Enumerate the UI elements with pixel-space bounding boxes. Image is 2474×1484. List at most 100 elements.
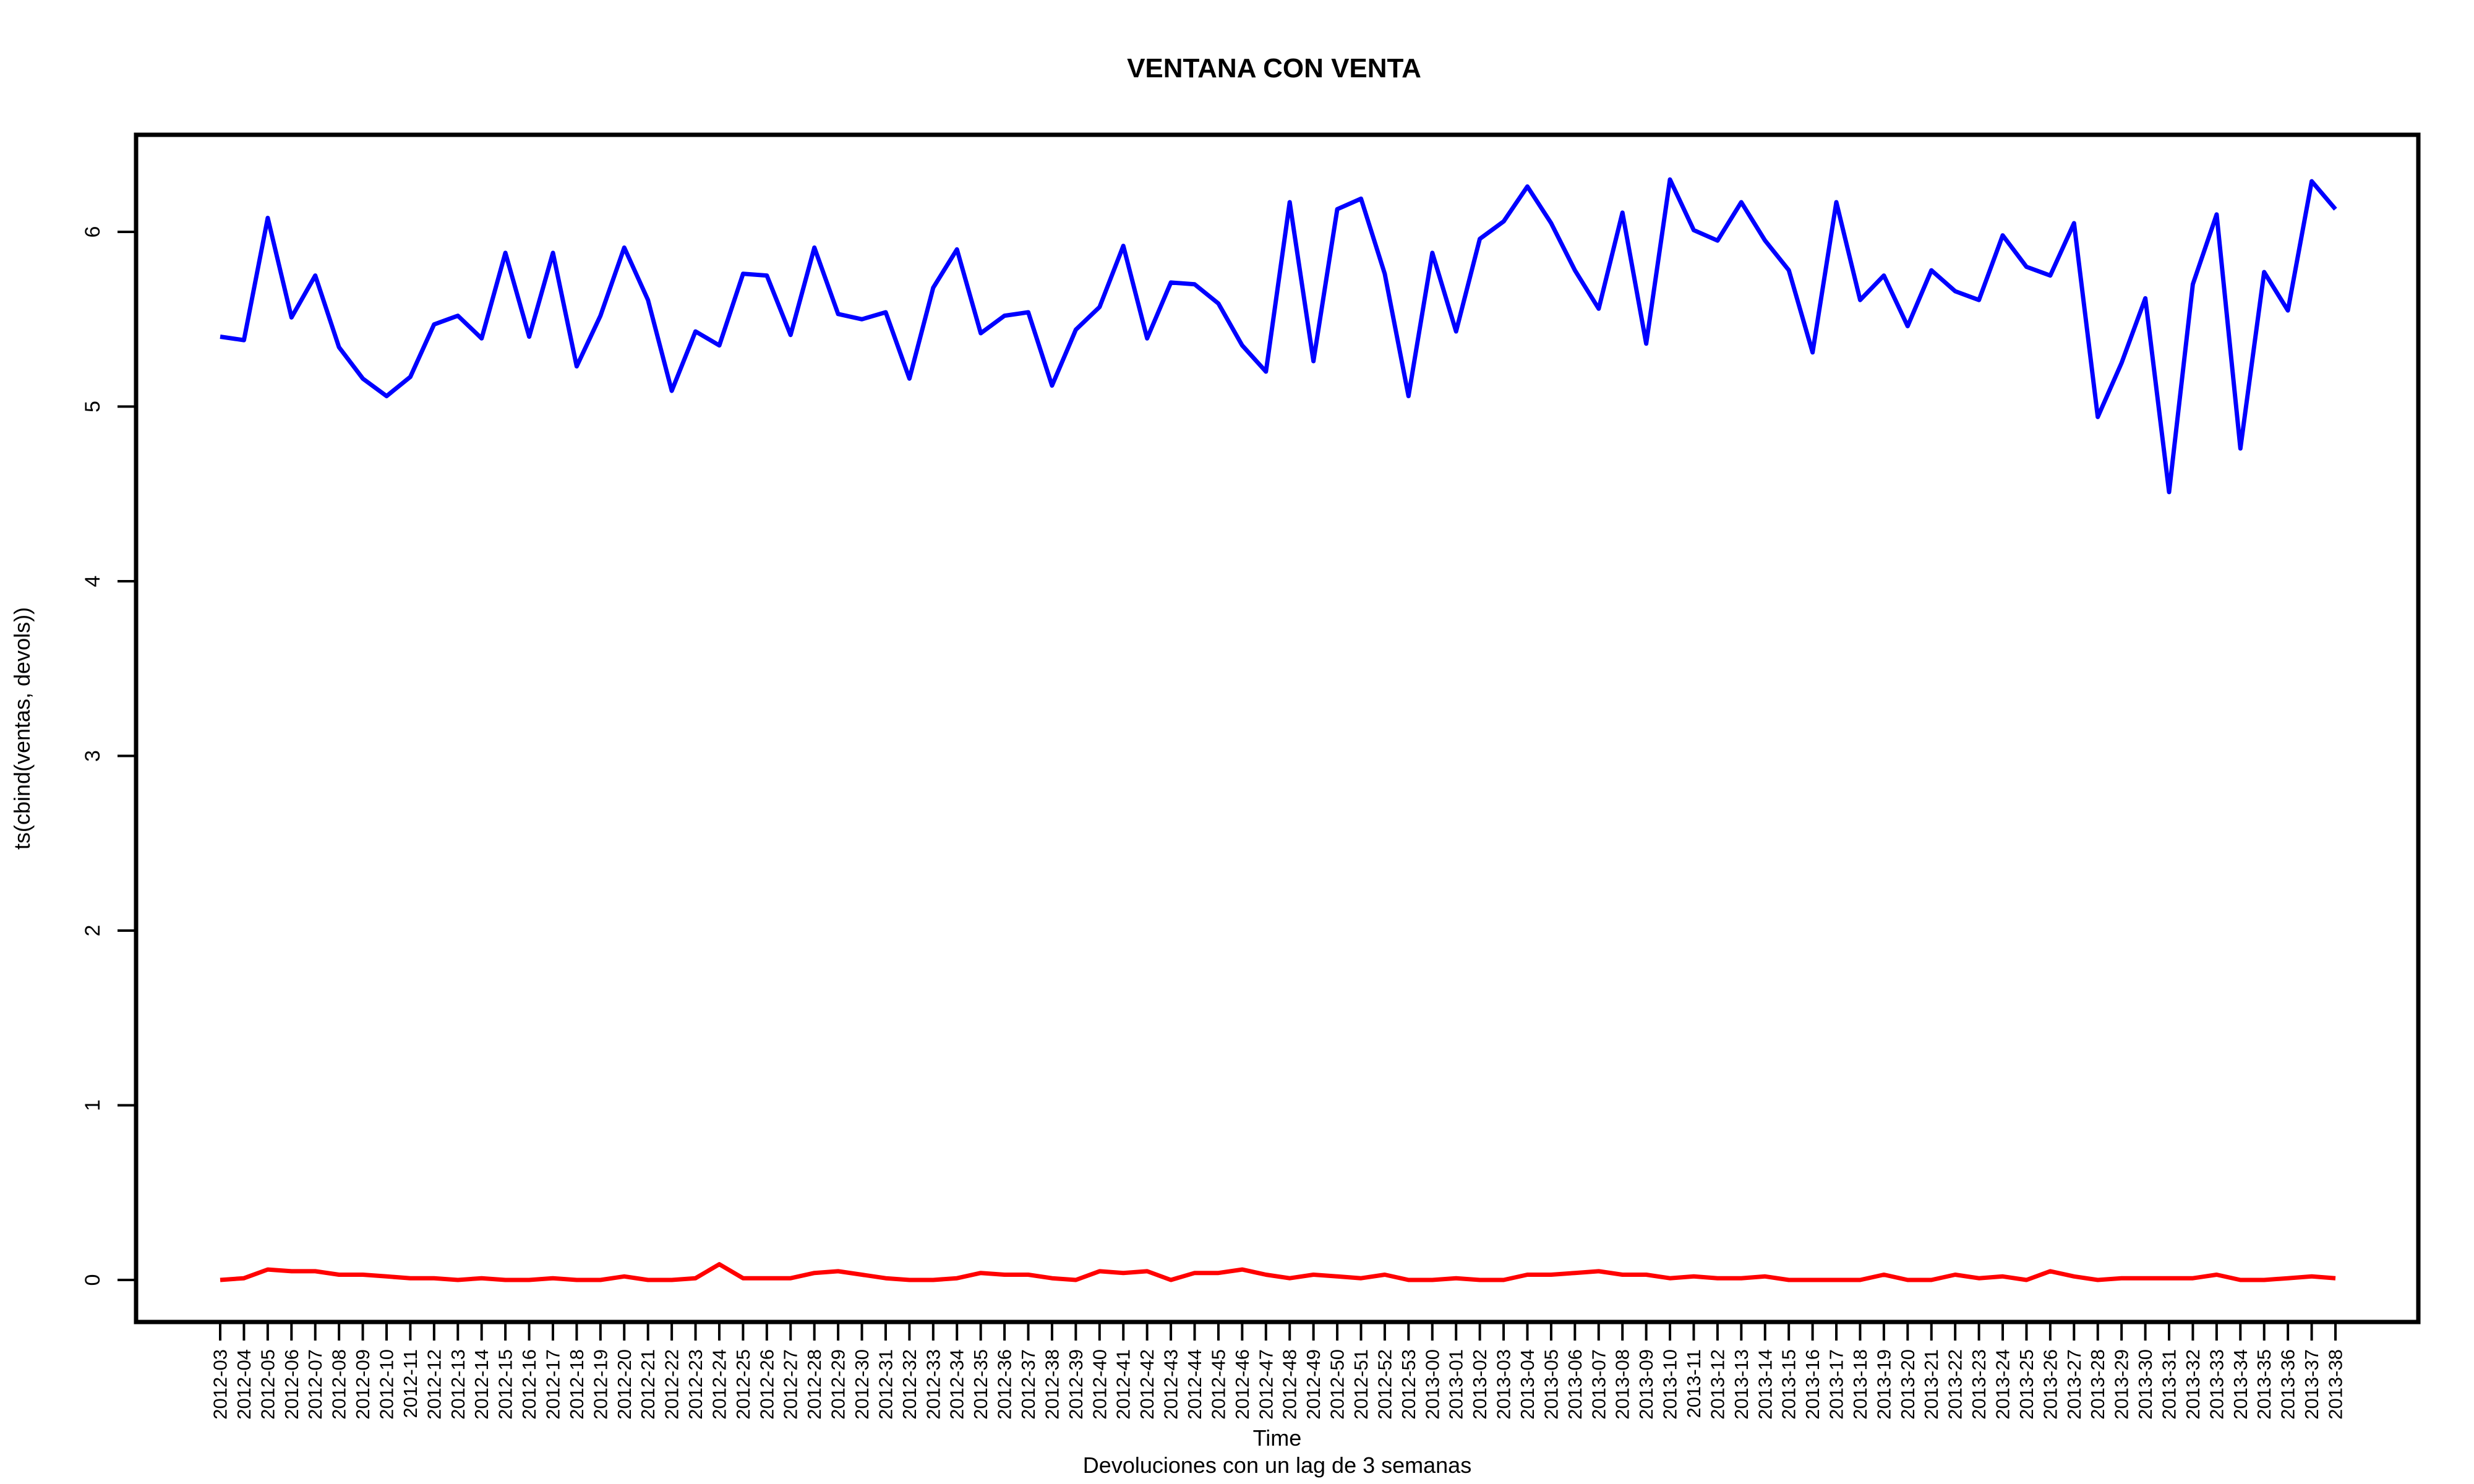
x-tick-label: 2012-31 [875,1349,896,1420]
x-tick-label: 2013-33 [2206,1349,2227,1420]
x-tick-label: 2012-20 [614,1349,635,1420]
x-tick-label: 2012-16 [518,1349,540,1420]
x-tick-label: 2012-36 [994,1349,1016,1420]
x-tick-label: 2012-51 [1350,1349,1372,1420]
x-tick-label: 2012-48 [1279,1349,1301,1420]
x-tick-label: 2012-43 [1160,1349,1182,1420]
x-tick-label: 2012-14 [471,1349,492,1420]
x-tick-label: 2012-19 [589,1349,611,1420]
x-tick-label: 2012-37 [1017,1349,1039,1420]
x-tick-label: 2013-08 [1612,1349,1633,1420]
x-tick-label: 2012-12 [423,1349,445,1420]
series-line-1 [220,177,2337,495]
x-tick-label: 2013-27 [2063,1349,2085,1420]
x-tick-label: 2012-46 [1231,1349,1253,1420]
x-tick-label: 2012-04 [233,1349,255,1420]
x-tick-label: 2012-29 [828,1349,849,1420]
x-tick-label: 2013-28 [2087,1349,2108,1420]
series-layer [220,177,2337,1282]
x-tick-label: 2012-27 [780,1349,802,1420]
x-axis-label: Time [1253,1425,1302,1451]
y-axis: 0 1 2 3 4 5 6 [81,226,137,1286]
x-tick-label: 2013-30 [2134,1349,2156,1420]
x-tick-label: 2012-30 [851,1349,873,1420]
series-line-2 [220,1262,2336,1282]
x-tick-label: 2013-12 [1706,1349,1728,1420]
x-tick-label: 2013-25 [2016,1349,2037,1420]
x-tick-label: 2012-33 [922,1349,944,1420]
y-tick-label: 4 [81,576,105,587]
x-tick-label: 2013-09 [1635,1349,1657,1420]
y-tick-label: 5 [81,401,105,412]
x-tick-label: 2013-24 [1992,1349,2014,1420]
x-tick-label: 2013-22 [1945,1349,1966,1420]
chart-title: VENTANA CON VENTA [1127,53,1421,83]
x-tick-label: 2013-05 [1540,1349,1562,1420]
x-tick-label: 2012-47 [1255,1349,1277,1420]
x-tick-label: 2012-53 [1398,1349,1419,1420]
x-tick-label: 2013-36 [2277,1349,2299,1420]
x-tick-label: 2013-15 [1778,1349,1800,1420]
x-tick-label: 2013-35 [2253,1349,2275,1420]
x-tick-label: 2012-03 [210,1349,231,1420]
x-tick-label: 2013-29 [2111,1349,2133,1420]
x-tick-label: 2013-07 [1588,1349,1609,1420]
x-tick-label: 2012-32 [899,1349,920,1420]
x-tick-label: 2013-14 [1754,1349,1776,1420]
x-tick-label: 2012-39 [1065,1349,1087,1420]
x-tick-label: 2012-34 [946,1349,968,1420]
x-tick-label: 2012-06 [281,1349,302,1420]
x-tick-label: 2012-38 [1041,1349,1063,1420]
plot-frame [134,132,2421,1324]
x-tick-label: 2012-15 [495,1349,516,1420]
x-tick-label: 2012-09 [352,1349,374,1420]
x-tick-label: 2012-26 [756,1349,777,1420]
x-tick-label: 2013-11 [1683,1349,1705,1418]
x-tick-label: 2012-23 [685,1349,706,1420]
x-tick-label: 2012-52 [1374,1349,1395,1420]
x-tick-label: 2012-49 [1303,1349,1324,1420]
x-tick-label: 2012-45 [1207,1349,1229,1420]
x-tick-label: 2013-10 [1659,1349,1681,1420]
x-tick-label: 2013-34 [2230,1349,2251,1420]
y-tick-label: 0 [81,1274,105,1286]
x-tick-label: 2012-41 [1113,1349,1134,1420]
x-tick-label: 2012-11 [400,1349,421,1418]
y-tick-label: 2 [81,925,105,937]
x-tick-label: 2013-31 [2159,1349,2180,1420]
x-tick-label: 2012-40 [1089,1349,1110,1420]
x-tick-label: 2012-24 [708,1349,730,1420]
x-tick-label: 2012-22 [661,1349,683,1420]
x-tick-label: 2012-35 [970,1349,991,1420]
x-tick-label: 2012-17 [542,1349,563,1420]
x-tick-label: 2013-21 [1920,1349,1942,1420]
x-tick-label: 2013-37 [2301,1349,2322,1420]
y-tick-label: 3 [81,750,105,762]
x-tick-label: 2013-26 [2039,1349,2061,1420]
x-tick-label: 2012-05 [257,1349,278,1420]
x-tick-label: 2013-13 [1731,1349,1752,1420]
x-tick-label: 2013-19 [1873,1349,1894,1420]
x-tick-label: 2013-16 [1802,1349,1823,1420]
x-tick-label: 2012-07 [304,1349,326,1420]
x-tick-label: 2013-18 [1849,1349,1871,1420]
x-tick-label: 2013-03 [1493,1349,1515,1420]
x-tick-label: 2012-10 [375,1349,397,1420]
x-tick-label: 2012-08 [328,1349,350,1420]
x-tick-label: 2012-44 [1184,1349,1205,1420]
x-tick-label: 2012-18 [566,1349,588,1420]
x-tick-label: 2013-20 [1897,1349,1919,1420]
x-tick-label: 2012-50 [1327,1349,1348,1420]
x-tick-label: 2012-25 [732,1349,754,1420]
x-tick-label: 2013-32 [2182,1349,2204,1420]
x-tick-label: 2013-01 [1445,1349,1467,1420]
y-axis-label: ts(cbind(ventas, devols)) [9,607,35,850]
x-tick-label: 2013-38 [2325,1349,2347,1420]
x-tick-label: 2012-13 [447,1349,469,1420]
x-tick-label: 2013-02 [1469,1349,1491,1420]
x-tick-label: 2013-17 [1826,1349,1847,1420]
x-tick-label: 2013-23 [1968,1349,1990,1420]
y-tick-label: 6 [81,226,105,238]
chart-subtitle: Devoluciones con un lag de 3 semanas [1083,1452,1471,1478]
